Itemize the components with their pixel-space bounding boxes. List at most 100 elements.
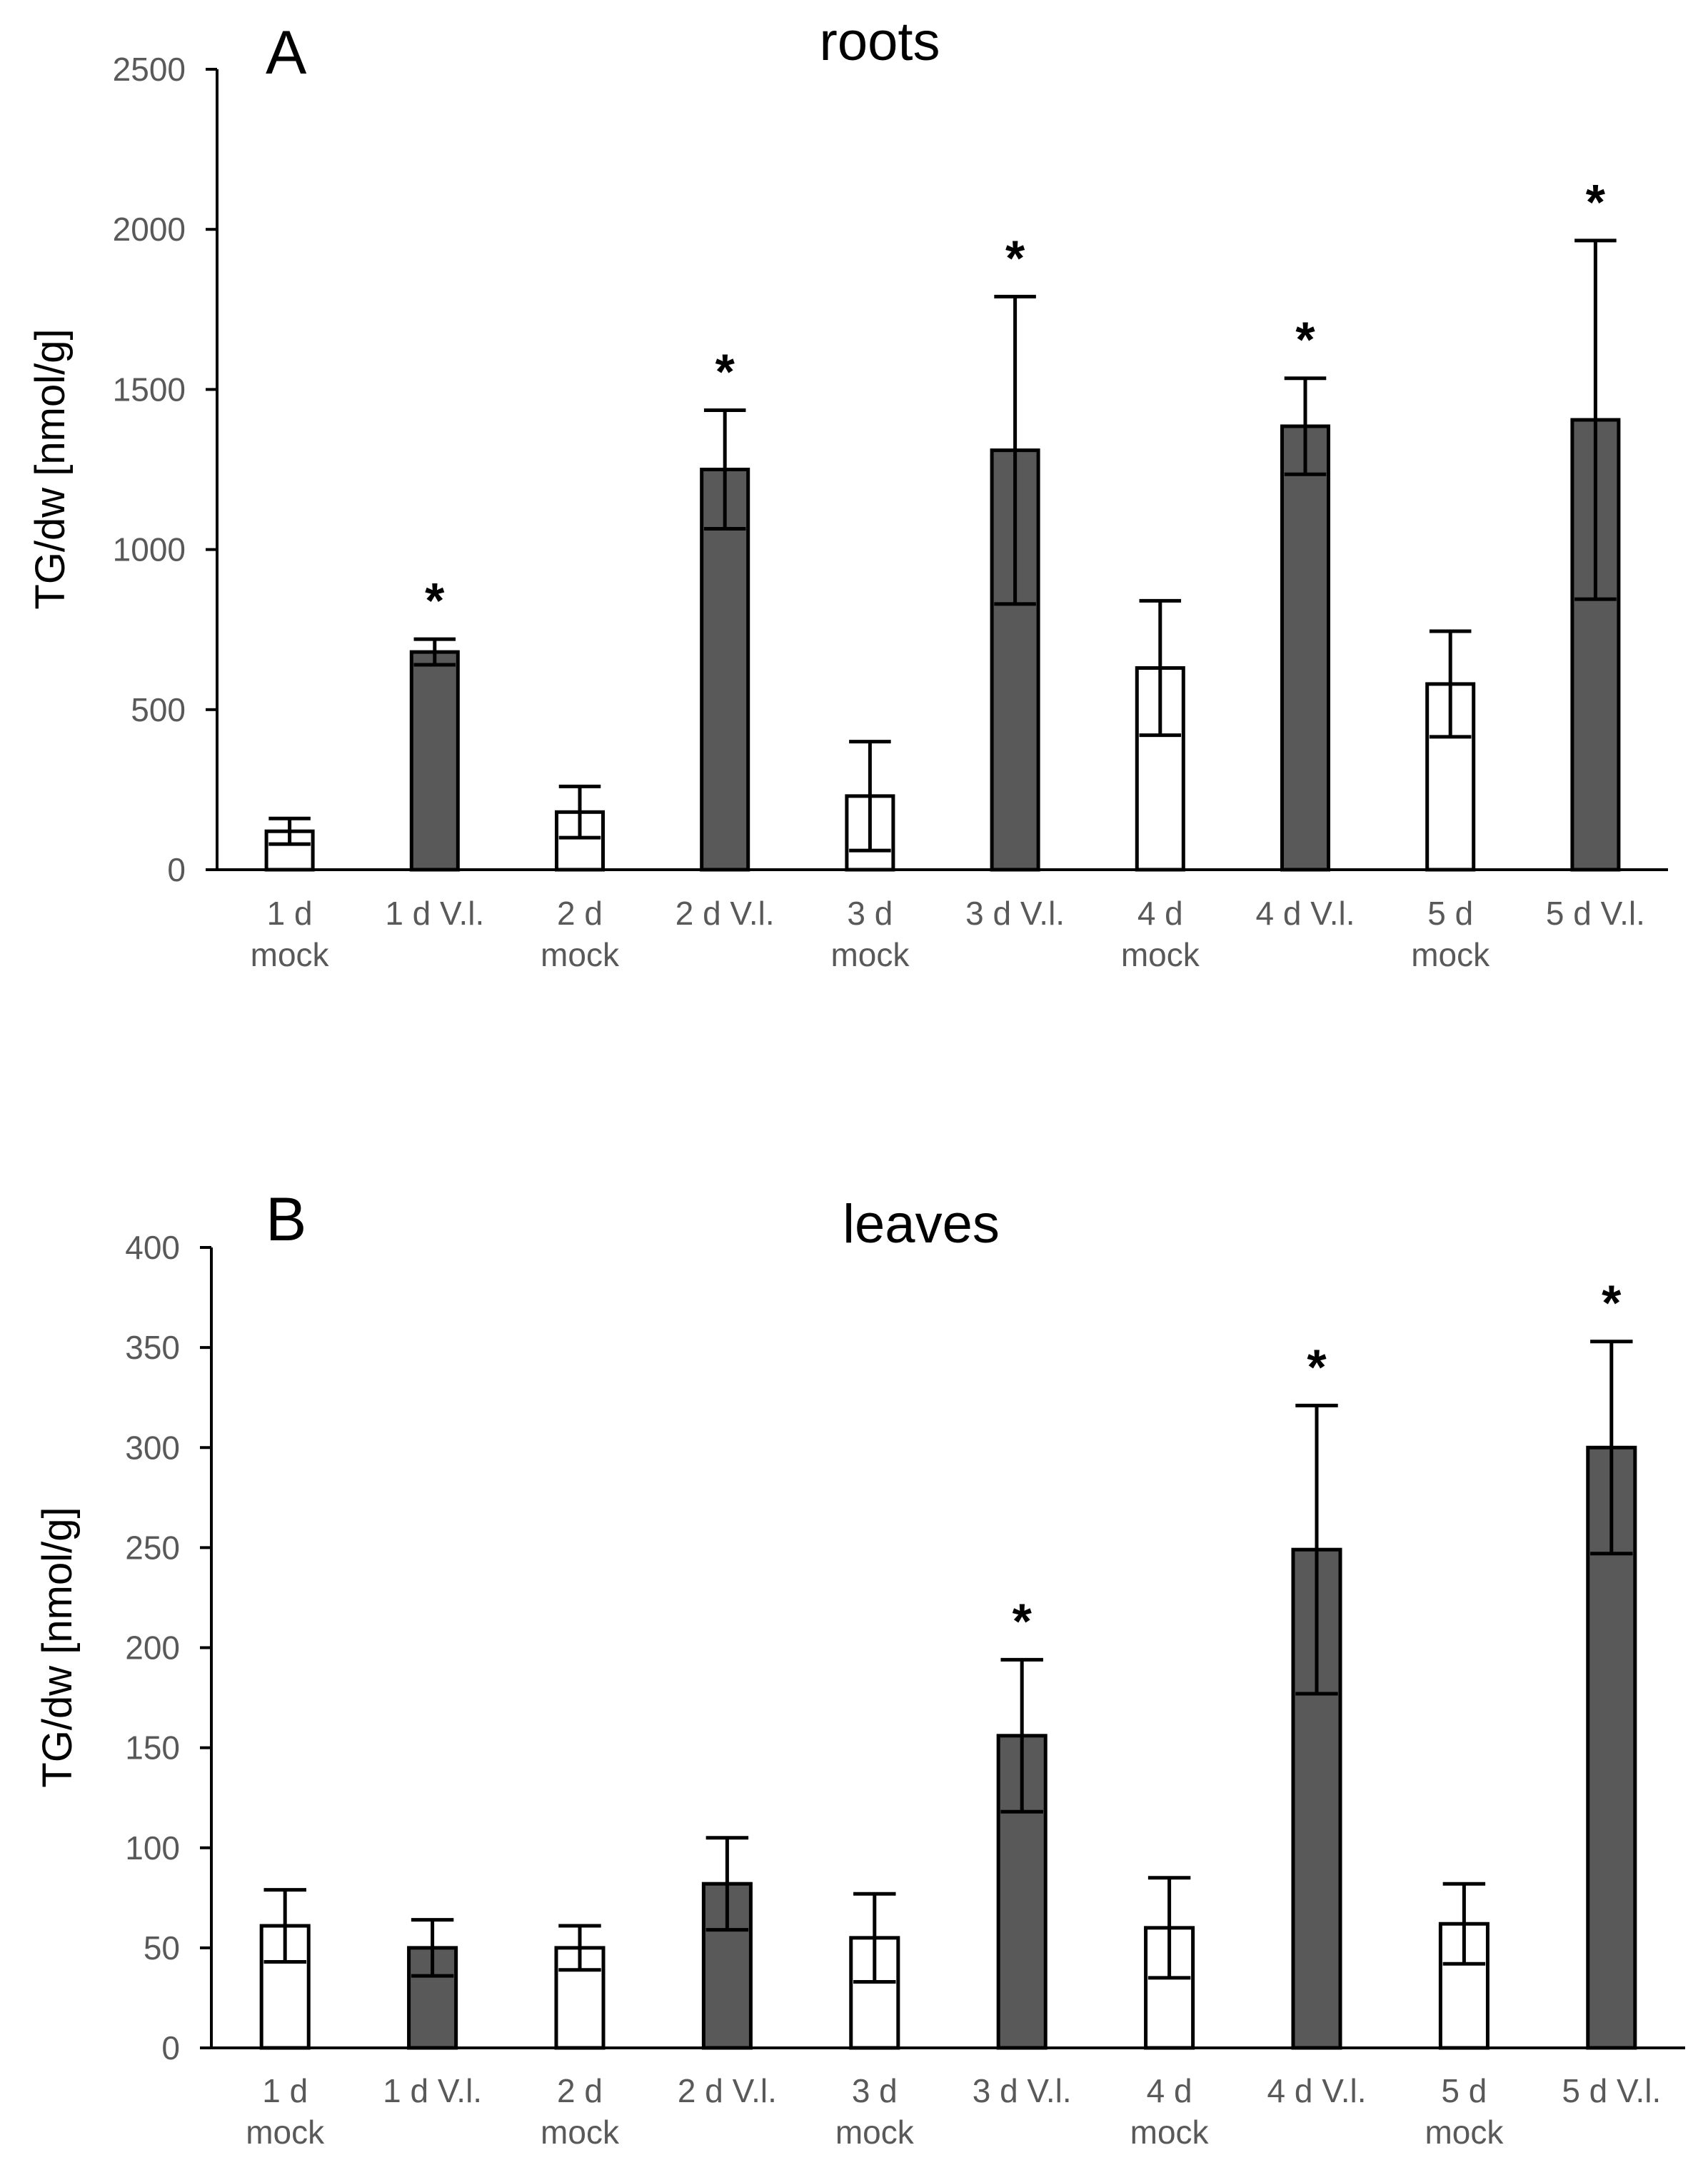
x-category-label-line: 3 d V.l.	[965, 895, 1065, 932]
x-category-label: 4 d V.l.	[1267, 2072, 1367, 2109]
x-category-label-line: 1 d	[262, 2072, 308, 2109]
chart-panel-a: 0 500 1000 1500 2000 2500 TG/dw [nmol/g] roots A…	[27, 11, 1668, 973]
significance-star: *	[1013, 1593, 1033, 1649]
x-category-label: 4 d mock	[1121, 895, 1200, 973]
y-tick-label: 100	[125, 1829, 180, 1867]
x-category-label: 2 d V.l.	[675, 895, 775, 932]
significance-star: *	[715, 344, 735, 400]
x-category-label-line: 4 d	[1147, 2072, 1192, 2109]
y-tick-label: 2000	[113, 211, 186, 248]
chart-title: roots	[820, 11, 940, 72]
error-bar	[849, 740, 891, 853]
x-category-label-line: mock	[251, 936, 330, 973]
x-category-label-line: 2 d	[557, 895, 603, 932]
error-bar	[263, 1888, 306, 1964]
x-category-label-line: mock	[835, 2114, 915, 2151]
error-bar	[558, 784, 601, 840]
error-bar	[705, 1836, 749, 1932]
x-category-label: 2 d mock	[541, 895, 620, 973]
x-category-label: 2 d V.l.	[678, 2072, 777, 2109]
x-category-label-line: mock	[1411, 936, 1490, 973]
significance-star: *	[425, 573, 445, 628]
bar-a-7	[1280, 424, 1331, 872]
y-axis-title: TG/dw [nmol/g]	[27, 328, 74, 609]
x-category-label: 5 d mock	[1425, 2072, 1504, 2151]
error-bar	[558, 1924, 601, 1972]
x-category-label-line: 3 d V.l.	[973, 2072, 1072, 2109]
x-category-label: 4 d mock	[1130, 2072, 1210, 2151]
x-category-label-line: 5 d V.l.	[1562, 2072, 1661, 2109]
error-bar	[853, 1892, 896, 1984]
y-tick-label: 200	[125, 1629, 180, 1667]
y-tick-label: 0	[161, 2029, 180, 2066]
x-category-label: 3 d mock	[830, 895, 910, 973]
x-category-label: 5 d V.l.	[1546, 895, 1645, 932]
x-category-label-line: mock	[246, 2114, 325, 2151]
significance-star: *	[1602, 1275, 1622, 1331]
error-bar	[1147, 1876, 1191, 1980]
error-bar	[1429, 629, 1472, 739]
x-category-label-line: 2 d V.l.	[675, 895, 775, 932]
error-bar	[413, 637, 456, 667]
x-category-label-line: mock	[1130, 2114, 1210, 2151]
y-tick-label: 50	[144, 1929, 180, 1966]
error-bar	[1574, 238, 1617, 601]
x-category-label-line: 4 d	[1137, 895, 1183, 932]
y-tick-label: 1500	[113, 371, 186, 408]
x-category-label: 5 d mock	[1411, 895, 1490, 973]
x-category-label: 3 d V.l.	[965, 895, 1065, 932]
error-bar	[1000, 1657, 1043, 1814]
x-category-label: 2 d mock	[541, 2072, 620, 2151]
error-bar	[1284, 376, 1327, 476]
bar-a-5	[990, 448, 1040, 872]
y-axis-title: TG/dw [nmol/g]	[34, 1507, 81, 1787]
significance-star: *	[1005, 230, 1025, 286]
error-bar	[268, 816, 311, 846]
x-category-label: 1 d V.l.	[385, 895, 484, 932]
x-category-label-line: 5 d	[1441, 2072, 1487, 2109]
x-category-label-line: mock	[1425, 2114, 1504, 2151]
x-category-label: 5 d V.l.	[1562, 2072, 1661, 2109]
significance-star: *	[1307, 1339, 1327, 1395]
error-bar	[1442, 1882, 1486, 1966]
x-category-label-line: mock	[830, 936, 910, 973]
x-category-label-line: 4 d V.l.	[1256, 895, 1355, 932]
error-bar	[1590, 1340, 1633, 1556]
y-tick-label: 300	[125, 1429, 180, 1466]
y-tick-label: 2500	[113, 51, 186, 88]
panel-letter: B	[266, 1185, 306, 1254]
significance-star: *	[1586, 174, 1606, 230]
x-category-label-line: 1 d V.l.	[383, 2072, 482, 2109]
y-tick-label: 500	[131, 691, 186, 728]
x-category-label-line: 5 d V.l.	[1546, 895, 1645, 932]
y-tick-label: 150	[125, 1729, 180, 1767]
x-category-label-line: 1 d V.l.	[385, 895, 484, 932]
y-tick-label: 400	[125, 1229, 180, 1266]
y-tick-label: 350	[125, 1329, 180, 1366]
panel-letter: A	[266, 19, 307, 87]
chart-title: leaves	[843, 1194, 1000, 1255]
x-category-label-line: 3 d	[852, 2072, 898, 2109]
x-category-label-line: 3 d	[847, 895, 893, 932]
error-bar	[1295, 1403, 1338, 1696]
x-category-label: 3 d V.l.	[973, 2072, 1072, 2109]
x-category-label-line: mock	[541, 936, 620, 973]
x-category-label: 4 d V.l.	[1256, 895, 1355, 932]
x-category-label: 1 d V.l.	[383, 2072, 482, 2109]
error-bar	[994, 294, 1036, 606]
x-category-label-line: 4 d V.l.	[1267, 2072, 1367, 2109]
x-category-label: 1 d mock	[251, 895, 330, 973]
x-category-label-line: 2 d	[557, 2072, 603, 2109]
y-tick-label: 0	[167, 851, 186, 888]
x-category-label: 3 d mock	[835, 2072, 915, 2151]
x-category-label-line: 5 d	[1427, 895, 1473, 932]
y-tick-label: 250	[125, 1529, 180, 1566]
x-category-label: 1 d mock	[246, 2072, 325, 2151]
significance-star: *	[1295, 312, 1315, 368]
x-category-label-line: mock	[541, 2114, 620, 2151]
x-category-label-line: 1 d	[267, 895, 313, 932]
error-bar	[1139, 598, 1182, 738]
chart-panel-b: 0 50 100 150 200 250 300 350 400 TG/dw [nmol/g] le…	[34, 1185, 1685, 2151]
